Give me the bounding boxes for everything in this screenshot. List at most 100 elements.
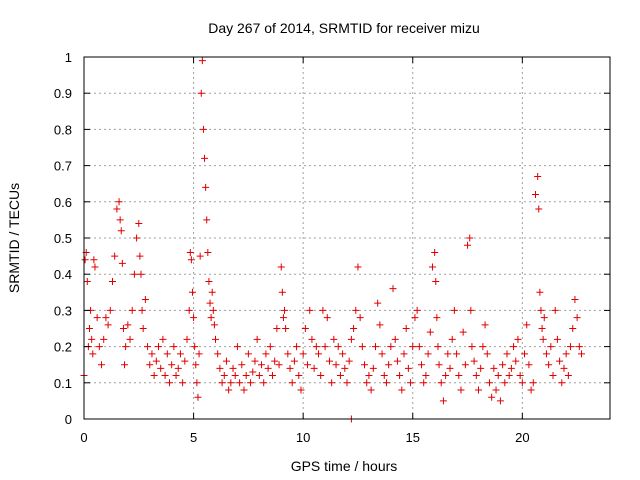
data-point <box>290 357 298 365</box>
data-point <box>312 343 320 351</box>
data-point <box>141 296 149 304</box>
data-point <box>116 216 124 224</box>
data-point <box>93 314 101 322</box>
data-point <box>111 252 119 260</box>
data-point <box>218 379 226 387</box>
data-point <box>330 335 338 343</box>
data-point <box>176 350 184 358</box>
data-point <box>424 350 432 358</box>
data-point <box>523 321 531 329</box>
data-point <box>299 350 307 358</box>
data-point <box>365 372 373 380</box>
data-point <box>545 361 553 369</box>
y-tick-label: 0.4 <box>54 267 72 282</box>
data-point <box>199 125 207 133</box>
y-tick-label: 1 <box>65 50 72 65</box>
data-point <box>242 372 250 380</box>
data-point <box>139 325 147 332</box>
data-point <box>490 364 498 372</box>
data-point <box>104 321 112 329</box>
data-point <box>527 386 535 394</box>
data-point <box>391 335 399 343</box>
data-point <box>138 306 146 314</box>
y-tick-label: 0.3 <box>54 303 72 318</box>
data-point <box>573 314 581 322</box>
data-point <box>420 379 428 387</box>
data-point <box>459 328 467 336</box>
data-point <box>549 372 557 380</box>
data-point <box>181 357 189 365</box>
data-point <box>334 343 342 351</box>
data-point <box>247 379 255 387</box>
data-point <box>569 325 577 332</box>
data-point <box>191 343 199 351</box>
data-point <box>317 372 325 380</box>
data-point <box>534 172 542 180</box>
data-point <box>208 288 216 296</box>
data-point <box>396 372 404 380</box>
data-point <box>161 372 169 380</box>
data-point <box>516 372 524 380</box>
data-point <box>343 379 351 387</box>
data-point <box>193 379 201 387</box>
data-point <box>336 372 344 380</box>
data-point <box>220 372 228 380</box>
data-point <box>119 325 127 332</box>
data-point <box>514 335 522 343</box>
data-point <box>91 263 99 271</box>
data-point <box>512 357 520 365</box>
data-point <box>439 397 447 405</box>
data-point <box>428 263 436 271</box>
data-point <box>551 306 559 314</box>
data-point <box>472 372 480 380</box>
data-point <box>389 285 397 293</box>
data-point <box>121 361 129 369</box>
data-point <box>361 361 369 369</box>
data-point <box>571 296 579 304</box>
data-point <box>466 234 474 242</box>
data-point <box>275 361 283 369</box>
data-point <box>308 335 316 343</box>
data-point <box>277 263 285 271</box>
data-point <box>483 350 491 358</box>
data-point <box>174 364 182 372</box>
data-point <box>118 259 126 267</box>
data-point <box>345 357 353 365</box>
data-point <box>157 364 165 372</box>
data-point <box>288 379 296 387</box>
x-tick-label: 15 <box>406 430 420 445</box>
data-point <box>481 321 489 329</box>
data-point <box>209 306 217 314</box>
data-point <box>503 350 511 358</box>
data-point <box>385 361 393 369</box>
data-point <box>304 361 312 369</box>
data-point <box>301 325 309 332</box>
data-point <box>455 372 463 380</box>
data-point <box>468 343 476 351</box>
data-point <box>113 205 121 213</box>
data-point <box>467 306 475 314</box>
data-point <box>273 325 281 332</box>
data-point <box>450 306 458 314</box>
data-point <box>354 263 362 271</box>
data-point <box>529 379 537 387</box>
data-point <box>207 314 215 322</box>
data-point <box>266 343 274 351</box>
data-point <box>172 372 180 380</box>
y-tick-label: 0.2 <box>54 340 72 355</box>
data-point <box>433 314 441 322</box>
data-point <box>168 361 176 369</box>
data-point <box>332 361 340 369</box>
data-point <box>464 241 472 249</box>
data-point <box>222 357 230 365</box>
data-point <box>202 183 210 191</box>
data-point <box>461 361 469 369</box>
data-point <box>98 361 106 369</box>
data-point <box>186 248 194 256</box>
data-point <box>136 252 144 260</box>
data-point <box>284 350 292 358</box>
data-point <box>525 361 533 369</box>
data-point <box>371 343 379 351</box>
data-point <box>204 248 212 256</box>
